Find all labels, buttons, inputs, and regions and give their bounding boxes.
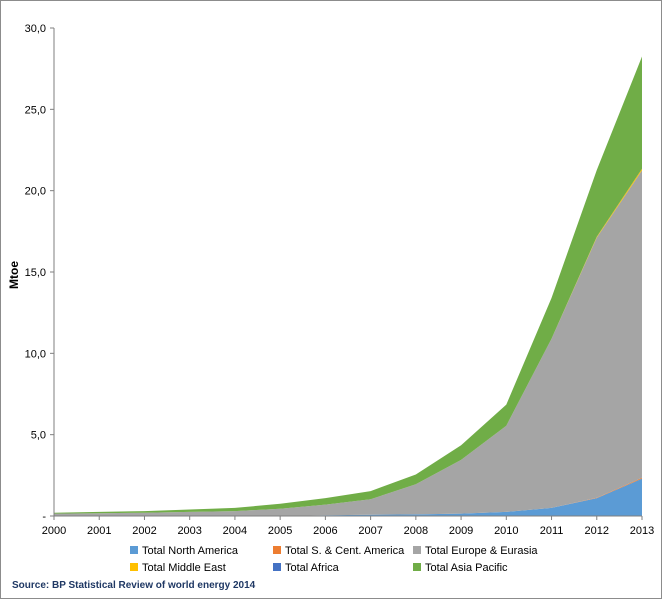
- x-tick-label: 2006: [313, 525, 337, 537]
- y-axis-title: Mtoe: [7, 261, 21, 289]
- legend-swatch: [413, 546, 421, 554]
- y-tick-label: 15,0: [25, 267, 46, 279]
- x-tick-label: 2002: [132, 525, 156, 537]
- legend-label: Total Europe & Eurasia: [425, 545, 538, 557]
- series-area-2: [54, 170, 642, 517]
- legend-label: Total S. & Cent. America: [285, 545, 405, 557]
- series-area-0: [54, 478, 642, 516]
- legend-item: Total North America: [130, 544, 238, 558]
- x-tick-label: 2004: [223, 525, 247, 537]
- x-tick-label: 2003: [177, 525, 201, 537]
- x-tick-label: 2011: [540, 525, 564, 537]
- x-tick-label: 2001: [87, 525, 111, 537]
- legend-item: Total Africa: [273, 561, 339, 575]
- legend-swatch: [130, 546, 138, 554]
- legend-item: Total Middle East: [130, 561, 226, 575]
- x-tick-label: 2007: [358, 525, 382, 537]
- legend-label: Total North America: [142, 545, 238, 557]
- legend-swatch: [273, 563, 281, 571]
- y-tick-labels: - 5,0 10,0 15,0 20,0 25,0 30,0: [25, 23, 47, 523]
- series-areas: [54, 56, 642, 517]
- y-tick-label: 5,0: [31, 430, 46, 442]
- x-tick-label: 2012: [585, 525, 609, 537]
- axes: [50, 27, 643, 520]
- y-tick-label: 20,0: [25, 186, 46, 198]
- legend-item: Total Asia Pacific: [413, 561, 508, 575]
- x-tick-labels: 2000 2001 2002 2003 2004 2005 2006 2007 2008 2009…: [42, 525, 654, 537]
- x-tick-label: 2008: [404, 525, 428, 537]
- y-tick-label: 30,0: [25, 23, 46, 35]
- x-tick-label: 2009: [449, 525, 473, 537]
- legend-item: Total Europe & Eurasia: [413, 544, 538, 558]
- x-tick-label: 2013: [630, 525, 654, 537]
- y-tick-label: 10,0: [25, 348, 46, 360]
- legend-swatch: [130, 563, 138, 571]
- source-note: Source: BP Statistical Review of world e…: [12, 580, 256, 591]
- legend-label: Total Africa: [285, 562, 339, 574]
- y-tick-label: -: [42, 511, 46, 523]
- legend-swatch: [273, 546, 281, 554]
- y-tick-label: 25,0: [25, 104, 46, 116]
- legend-label: Total Asia Pacific: [425, 562, 508, 574]
- x-tick-label: 2005: [268, 525, 292, 537]
- legend-swatch: [413, 563, 421, 571]
- legend-label: Total Middle East: [142, 562, 226, 574]
- legend-item: Total S. & Cent. America: [273, 544, 404, 558]
- x-tick-label: 2010: [494, 525, 518, 537]
- x-tick-label: 2000: [42, 525, 66, 537]
